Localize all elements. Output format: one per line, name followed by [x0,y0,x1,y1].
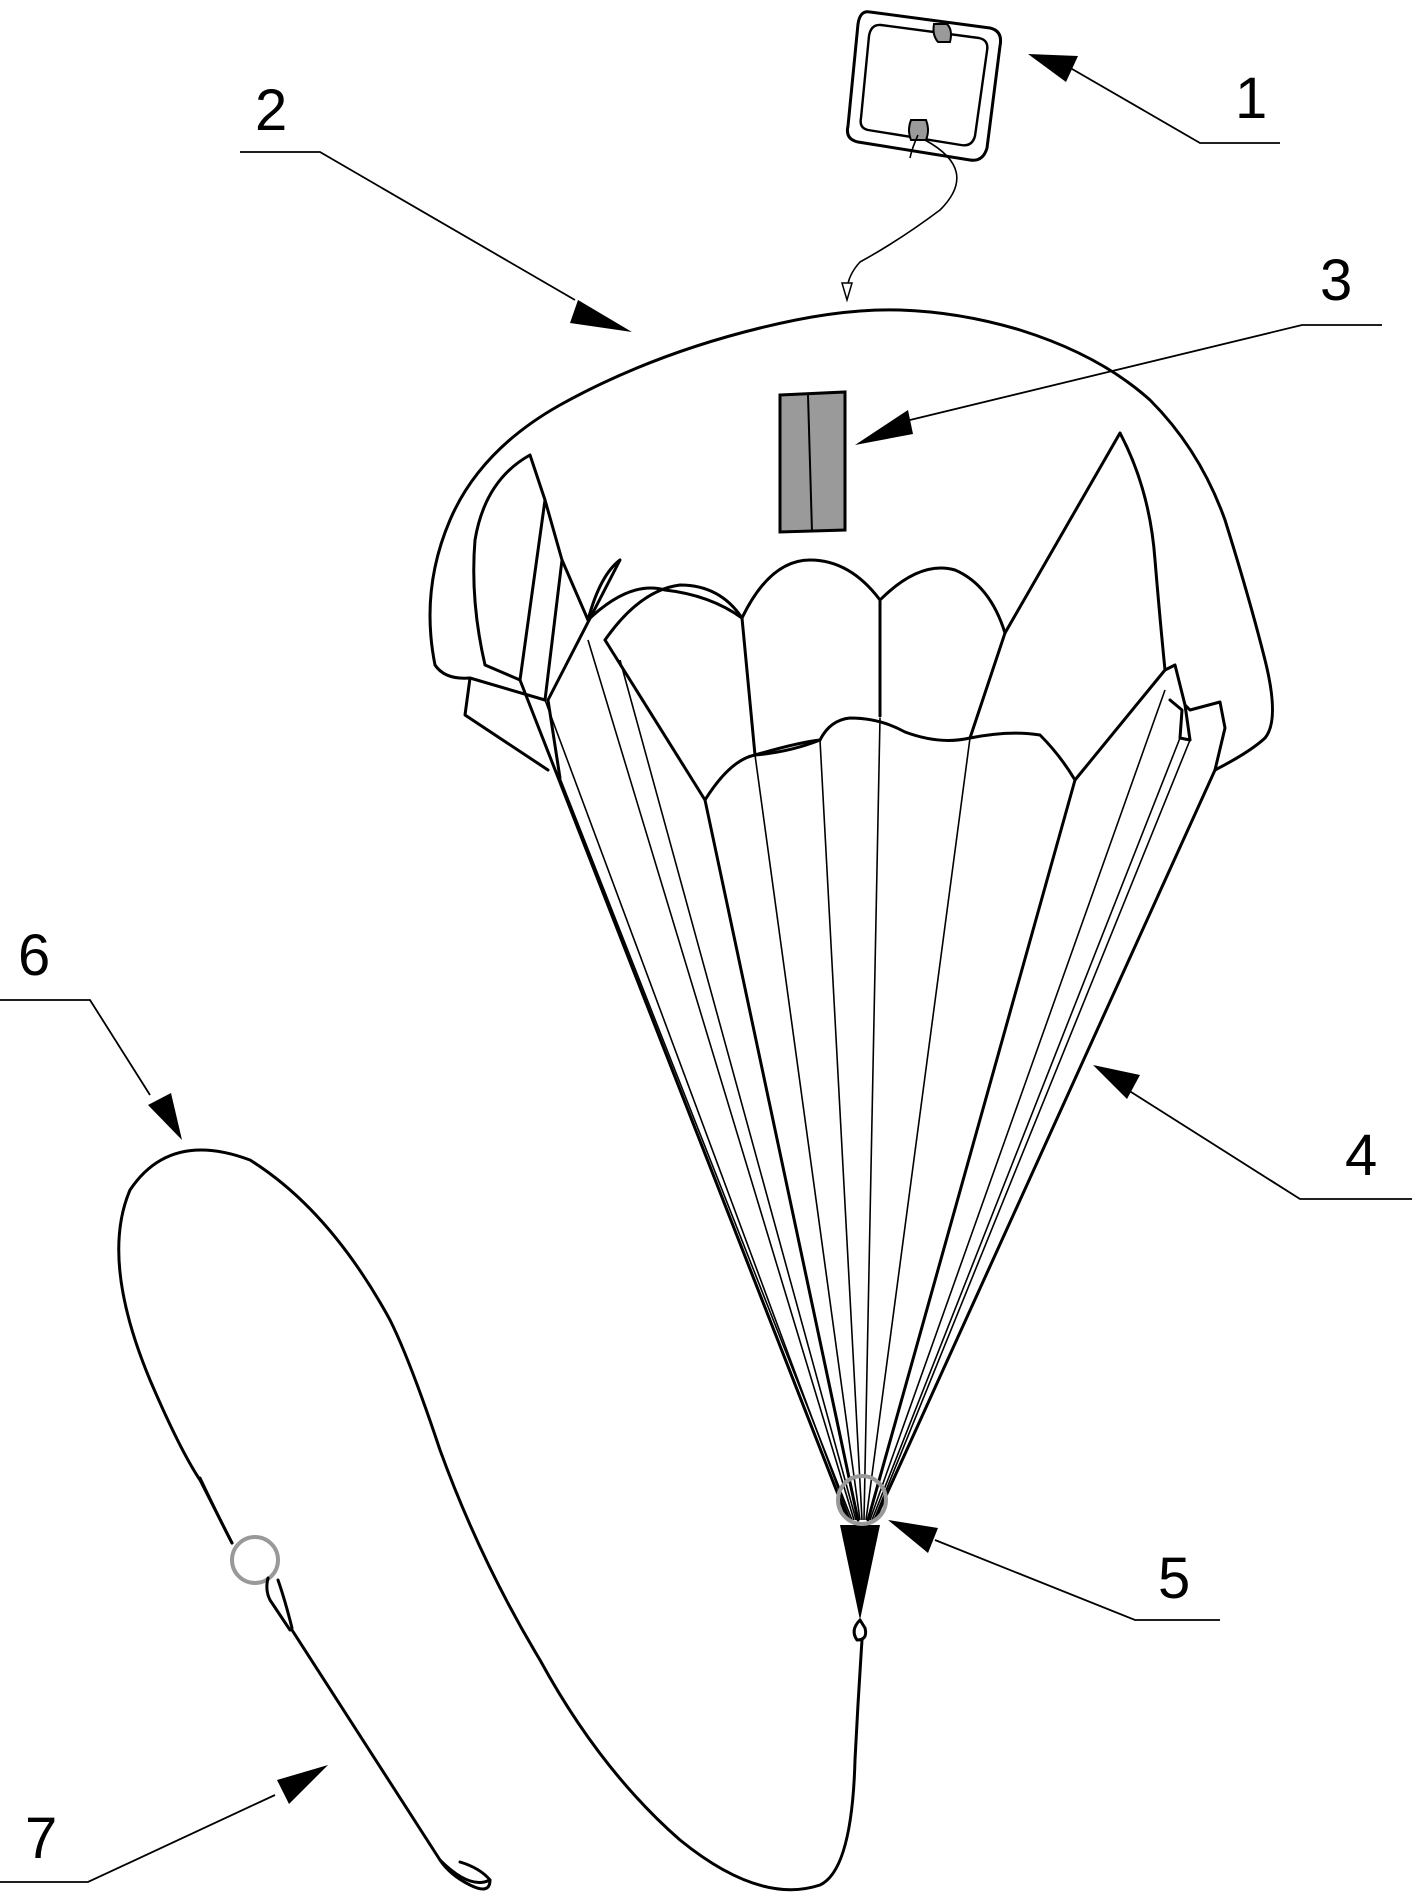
callout-5: 5 [1158,1546,1190,1611]
connector-ring [230,1535,280,1585]
bridle-cord [846,139,958,291]
callout-4: 4 [1345,1123,1377,1188]
tag-tab-top [932,23,952,43]
swivel-loop [852,1618,868,1642]
canopy-part-2 [428,308,1274,802]
callout-2: 2 [255,78,287,143]
callout-1: 1 [1235,66,1267,131]
suspension-lines-part-4 [518,639,1217,1620]
static-line-part-6 [117,1148,864,1892]
pilot-tag-part-1 [840,10,1002,303]
lanyard-part-7 [265,1576,492,1891]
callout-3: 3 [1320,248,1352,313]
confluence-ring-part-5 [836,1474,888,1526]
bridle-arrow-head [840,282,854,303]
patch-part-3 [778,390,847,534]
callout-6: 6 [18,923,50,988]
callout-7: 7 [25,1806,57,1871]
tag-tab-bottom [908,119,929,141]
leaders [0,54,1412,1883]
